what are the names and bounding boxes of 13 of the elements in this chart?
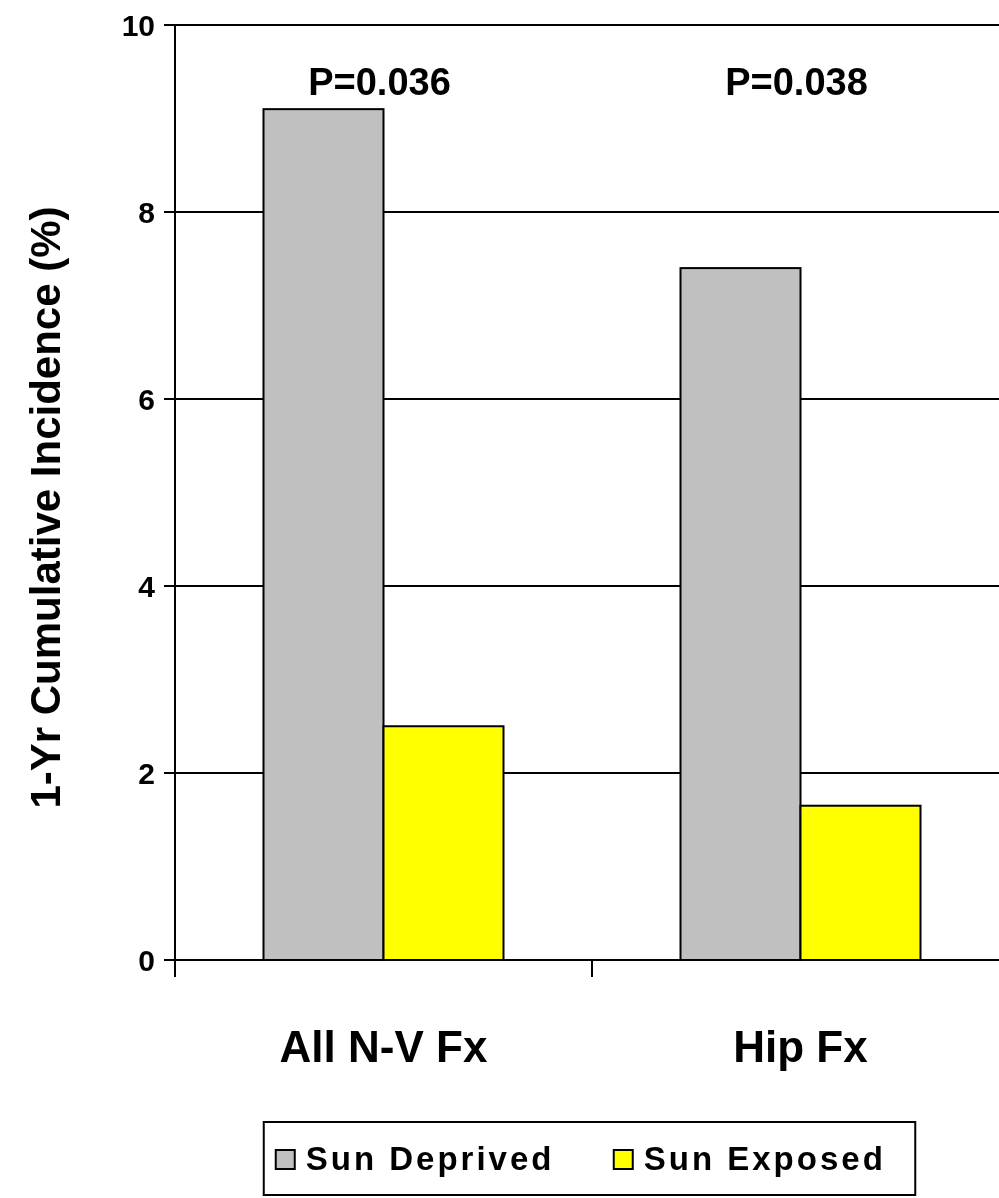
x-tick-label: Hip Fx xyxy=(733,1022,869,1071)
legend-label: Sun Deprived xyxy=(305,1140,555,1177)
y-tick-label: 6 xyxy=(138,382,155,416)
y-tick-label: 4 xyxy=(138,569,156,603)
legend-label: Sun Exposed xyxy=(643,1140,886,1177)
annotation: P=0.036 xyxy=(308,61,451,103)
y-tick-label: 8 xyxy=(138,195,155,229)
y-tick-label: 0 xyxy=(138,943,155,977)
y-tick-label: 2 xyxy=(138,756,155,790)
y-tick-label: 10 xyxy=(121,8,155,42)
annotation: P=0.038 xyxy=(725,61,868,103)
x-tick-label: All N-V Fx xyxy=(279,1022,488,1071)
y-axis-title: 1-Yr Cumulative Incidence (%) xyxy=(22,206,69,809)
